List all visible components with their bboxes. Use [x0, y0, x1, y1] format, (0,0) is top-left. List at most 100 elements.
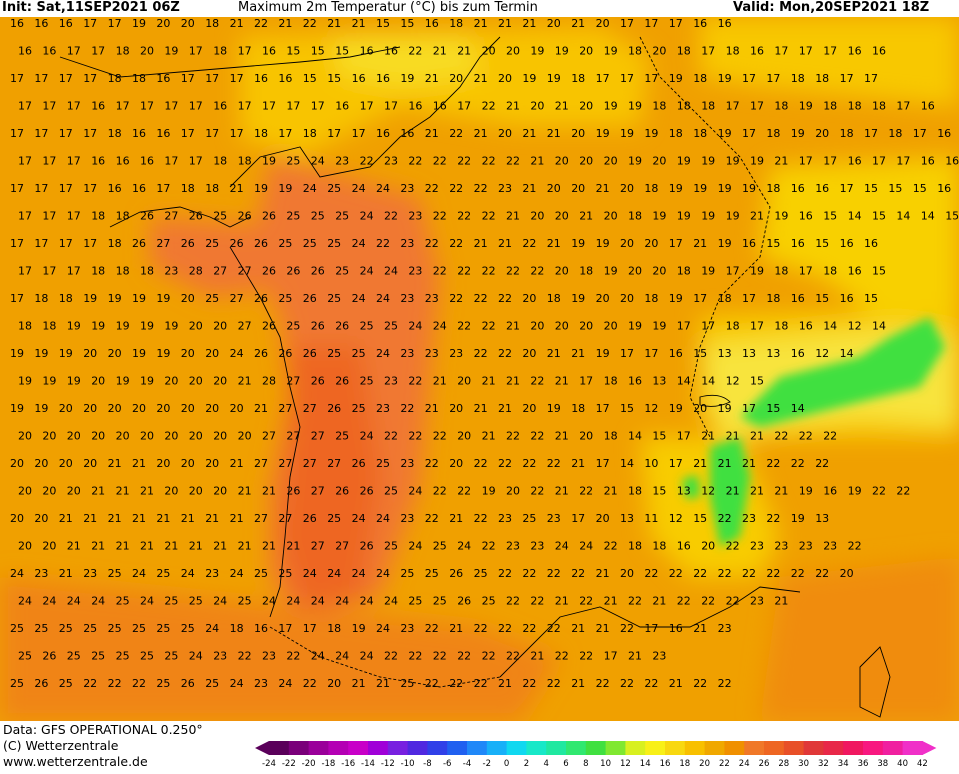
- grid-value: 23: [205, 567, 219, 580]
- grid-value: 21: [669, 677, 683, 690]
- grid-value: 20: [815, 127, 829, 140]
- grid-value: 18: [571, 72, 585, 85]
- legend-tick: -20: [302, 759, 316, 769]
- grid-value: 26: [140, 210, 154, 223]
- grid-value: 22: [774, 430, 788, 443]
- grid-value: 18: [628, 485, 642, 498]
- grid-value: 18: [791, 72, 805, 85]
- valid-time-label: Valid: Mon,20SEP2021 18Z: [733, 0, 930, 15]
- grid-value: 21: [238, 485, 252, 498]
- legend-cell: [764, 741, 785, 755]
- grid-value: 21: [571, 17, 585, 30]
- grid-value: 20: [596, 512, 610, 525]
- grid-value: 26: [335, 375, 349, 388]
- grid-value: 25: [10, 622, 24, 635]
- grid-value: 21: [530, 650, 544, 663]
- grid-value: 27: [286, 375, 300, 388]
- grid-value: 22: [644, 677, 658, 690]
- grid-value: 16: [791, 292, 805, 305]
- legend-tick: 18: [679, 759, 690, 769]
- grid-value: 22: [433, 650, 447, 663]
- grid-value: 16: [278, 72, 292, 85]
- grid-value: 23: [400, 292, 414, 305]
- legend-cell: [803, 741, 824, 755]
- grid-value: 27: [156, 237, 170, 250]
- grid-value: 24: [376, 512, 390, 525]
- legend-tick: 32: [818, 759, 829, 769]
- grid-value: 16: [91, 100, 105, 113]
- grid-value: 19: [596, 237, 610, 250]
- grid-value: 17: [67, 45, 81, 58]
- grid-value: 17: [864, 72, 878, 85]
- grid-value: 19: [718, 72, 732, 85]
- grid-value: 12: [848, 320, 862, 333]
- grid-value: 20: [555, 320, 569, 333]
- grid-value: 20: [181, 17, 195, 30]
- grid-value: 23: [718, 622, 732, 635]
- grid-value: 23: [506, 540, 520, 553]
- grid-value: 13: [677, 485, 691, 498]
- grid-value: 24: [352, 237, 366, 250]
- grid-value: 26: [303, 292, 317, 305]
- grid-value: 19: [791, 127, 805, 140]
- grid-value: 17: [742, 402, 756, 415]
- grid-value: 22: [474, 622, 488, 635]
- grid-value: 17: [840, 182, 854, 195]
- grid-value: 21: [83, 512, 97, 525]
- legend-cell: [843, 741, 864, 755]
- grid-value: 21: [571, 457, 585, 470]
- grid-value: 19: [750, 265, 764, 278]
- grid-value: 19: [718, 127, 732, 140]
- grid-value: 26: [238, 210, 252, 223]
- grid-value: 21: [474, 402, 488, 415]
- grid-value: 20: [628, 265, 642, 278]
- grid-value: 22: [620, 677, 634, 690]
- legend-cell: [625, 741, 646, 755]
- grid-value: 20: [189, 320, 203, 333]
- grid-value: 24: [335, 595, 349, 608]
- legend-cell: [348, 741, 369, 755]
- grid-value: 20: [18, 485, 32, 498]
- grid-value: 18: [140, 265, 154, 278]
- grid-value: 21: [108, 512, 122, 525]
- grid-value: 20: [482, 45, 496, 58]
- grid-value: 20: [205, 402, 219, 415]
- grid-value: 20: [83, 402, 97, 415]
- legend-cell: [566, 741, 587, 755]
- grid-value: 21: [693, 457, 707, 470]
- grid-value: 19: [628, 320, 642, 333]
- grid-value: 25: [335, 265, 349, 278]
- grid-value: 17: [750, 100, 764, 113]
- legend-cell: [704, 741, 725, 755]
- grid-value: 24: [67, 595, 81, 608]
- grid-value: 16: [669, 622, 683, 635]
- grid-value: 26: [254, 237, 268, 250]
- grid-value: 21: [506, 375, 520, 388]
- grid-value: 20: [189, 375, 203, 388]
- grid-value: 19: [644, 127, 658, 140]
- grid-value: 24: [376, 347, 390, 360]
- grid-value: 25: [108, 567, 122, 580]
- grid-value: 27: [164, 210, 178, 223]
- grid-value: 26: [311, 265, 325, 278]
- grid-value: 26: [230, 237, 244, 250]
- grid-value: 20: [701, 540, 715, 553]
- grid-value: 17: [620, 347, 634, 360]
- grid-value: 24: [384, 595, 398, 608]
- grid-value: 22: [522, 677, 536, 690]
- grid-value: 24: [327, 567, 341, 580]
- grid-value: 15: [750, 375, 764, 388]
- grid-value: 21: [262, 540, 276, 553]
- grid-value: 16: [59, 17, 73, 30]
- grid-value: 21: [140, 485, 154, 498]
- grid-value: 17: [644, 17, 658, 30]
- grid-value: 24: [408, 320, 422, 333]
- grid-value: 25: [352, 402, 366, 415]
- grid-value: 20: [579, 100, 593, 113]
- grid-value: 23: [408, 210, 422, 223]
- grid-value: 17: [189, 155, 203, 168]
- grid-value: 20: [620, 237, 634, 250]
- grid-value: 18: [693, 127, 707, 140]
- grid-value: 22: [547, 457, 561, 470]
- grid-value: 16: [937, 182, 951, 195]
